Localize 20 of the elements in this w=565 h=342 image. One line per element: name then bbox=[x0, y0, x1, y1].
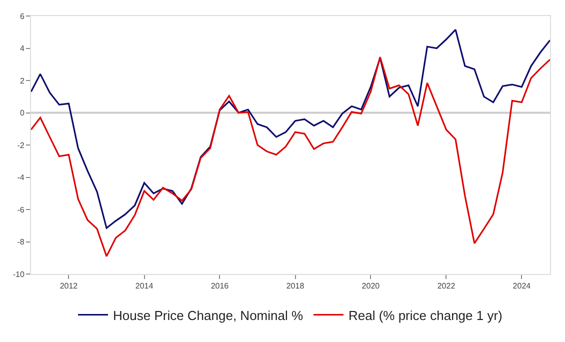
y-tick-label: -8 bbox=[17, 238, 25, 247]
x-tick-label: 2014 bbox=[135, 282, 154, 291]
line-series bbox=[31, 28, 550, 229]
x-tick-label: 2020 bbox=[362, 282, 380, 291]
x-tick-label: 2018 bbox=[286, 282, 305, 291]
y-tick-label: 4 bbox=[20, 44, 25, 54]
y-tick-label: -4 bbox=[17, 173, 25, 182]
y-tick-label: 2 bbox=[20, 76, 25, 86]
line-series bbox=[31, 56, 550, 258]
y-tick-label: 0 bbox=[20, 108, 25, 118]
x-tick-label: 2024 bbox=[512, 282, 532, 291]
y-tick-label: -6 bbox=[17, 205, 25, 214]
x-tick-label: 2016 bbox=[210, 282, 230, 291]
y-tick-label: -10 bbox=[12, 270, 25, 279]
y-tick-label: 6 bbox=[20, 12, 25, 21]
legend-label: Real (% price change 1 yr) bbox=[348, 308, 502, 323]
x-tick-label: 2012 bbox=[60, 282, 78, 291]
y-tick-label: -2 bbox=[17, 140, 25, 150]
legend-label: House Price Change, Nominal % bbox=[113, 308, 304, 323]
x-tick-label: 2022 bbox=[437, 282, 456, 291]
